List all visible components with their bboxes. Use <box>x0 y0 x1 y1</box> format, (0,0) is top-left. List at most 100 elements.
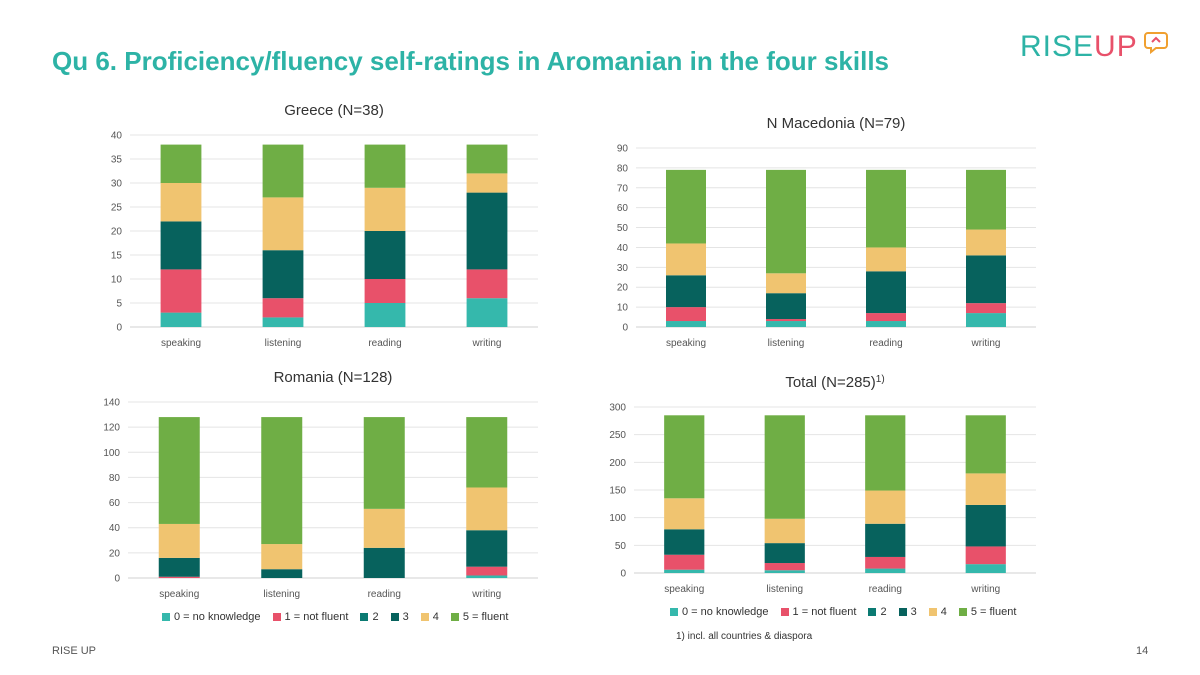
legend-swatch <box>928 608 937 616</box>
bar-segment <box>158 576 200 578</box>
y-tick-label: 50 <box>615 541 627 552</box>
bar-segment <box>363 508 405 548</box>
bar-segment <box>666 169 706 244</box>
x-category-label: listening <box>768 338 805 349</box>
bar-segment <box>865 556 906 569</box>
bar-segment <box>764 518 805 544</box>
bar-segment <box>664 529 705 555</box>
bar-segment <box>866 271 906 314</box>
x-category-label: writing <box>970 584 1000 595</box>
bar-segment <box>764 563 805 571</box>
legend-item: 1 = not fluent <box>272 611 349 623</box>
y-tick-label: 60 <box>109 498 121 509</box>
bar-segment <box>764 415 805 519</box>
legend-swatch <box>162 613 170 621</box>
bar-segment <box>866 313 906 322</box>
legend-item: 1 = not fluent <box>780 606 856 618</box>
y-tick-label: 80 <box>109 473 121 484</box>
y-tick-label: 250 <box>609 430 626 441</box>
bar-segment <box>364 303 406 327</box>
x-category-label: writing <box>971 338 1001 349</box>
bar-segment <box>664 569 705 573</box>
bar-segment <box>363 547 405 578</box>
legend-item: 5 = fluent <box>958 606 1017 618</box>
y-tick-label: 35 <box>111 155 123 166</box>
bar-segment <box>766 273 806 294</box>
bar-segment <box>666 243 706 276</box>
legend-swatch <box>670 608 678 616</box>
y-tick-label: 150 <box>609 486 626 497</box>
legend-swatch <box>272 613 281 621</box>
x-category-label: speaking <box>159 589 199 600</box>
bar-segment <box>866 247 906 272</box>
legend-romania: 0 = no knowledge 1 = not fluent 2 3 4 5 = flu… <box>162 611 508 623</box>
bar-segment <box>866 169 906 248</box>
legend-label: 0 = no knowledge <box>682 606 769 618</box>
chart-title: Total (N=285)1) <box>785 374 884 392</box>
legend-item: 0 = no knowledge <box>162 611 261 623</box>
bar-segment <box>158 417 200 524</box>
legend-swatch <box>780 608 789 616</box>
bar-segment <box>666 307 706 322</box>
y-tick-label: 140 <box>103 398 120 409</box>
bar-segment <box>262 197 304 251</box>
bar-segment <box>865 523 906 557</box>
bar-segment <box>664 554 705 570</box>
bar-segment <box>160 183 202 222</box>
bar-segment <box>466 192 508 270</box>
bar-segment <box>158 523 200 558</box>
x-category-label: reading <box>368 589 401 600</box>
logo-rise-text: RISE <box>1020 30 1095 63</box>
bar-segment <box>261 417 303 545</box>
x-category-label: listening <box>263 589 300 600</box>
x-category-label: speaking <box>161 338 201 349</box>
legend-label: 2 <box>372 611 379 623</box>
legend-swatch <box>450 613 459 621</box>
y-tick-label: 300 <box>609 403 626 414</box>
y-tick-label: 200 <box>609 458 626 469</box>
bar-segment <box>466 530 508 567</box>
y-tick-label: 0 <box>622 323 628 334</box>
chart-title: Greece (N=38) <box>284 102 384 119</box>
legend-label: 5 = fluent <box>970 606 1017 618</box>
bar-segment <box>666 321 706 327</box>
y-tick-label: 60 <box>617 203 629 214</box>
legend-item: 4 <box>928 606 947 618</box>
y-tick-label: 70 <box>617 183 629 194</box>
legend-item: 0 = no knowledge <box>670 606 769 618</box>
riseup-logo: RISEUP <box>1020 30 1170 74</box>
bar-segment <box>466 566 508 576</box>
bar-segment <box>965 415 1006 474</box>
x-category-label: listening <box>265 338 302 349</box>
legend-label: 1 = not fluent <box>284 611 349 623</box>
x-category-label: reading <box>368 338 401 349</box>
logo-up-text: UP <box>1094 30 1138 63</box>
bar-segment <box>966 255 1006 304</box>
legend-label: 5 = fluent <box>462 611 509 623</box>
y-tick-label: 10 <box>111 275 123 286</box>
bar-segment <box>466 269 508 299</box>
bar-segment <box>966 303 1006 314</box>
legend-label: 3 <box>910 606 917 618</box>
y-tick-label: 20 <box>617 283 629 294</box>
legend-swatch <box>868 608 877 616</box>
bar-segment <box>262 317 304 327</box>
bar-segment <box>364 231 406 279</box>
x-category-label: speaking <box>666 338 706 349</box>
y-tick-label: 30 <box>617 263 629 274</box>
bar-segment <box>764 570 805 573</box>
bar-segment <box>466 144 508 174</box>
y-tick-label: 80 <box>617 163 629 174</box>
chart-n-macedonia: N Macedonia (N=79) 0 10 20 30 40 50 60 70 80 90 spe… <box>617 115 1036 349</box>
bar-segment <box>466 575 508 578</box>
bar-segment <box>262 298 304 318</box>
bar-segment <box>966 229 1006 256</box>
bar-segment <box>364 187 406 231</box>
bar-segment <box>966 313 1006 327</box>
bar-segment <box>764 543 805 564</box>
y-tick-label: 120 <box>103 423 120 434</box>
y-tick-label: 100 <box>103 448 120 459</box>
y-tick-label: 40 <box>111 131 123 142</box>
bar-segment <box>664 498 705 530</box>
legend-swatch <box>420 613 429 621</box>
